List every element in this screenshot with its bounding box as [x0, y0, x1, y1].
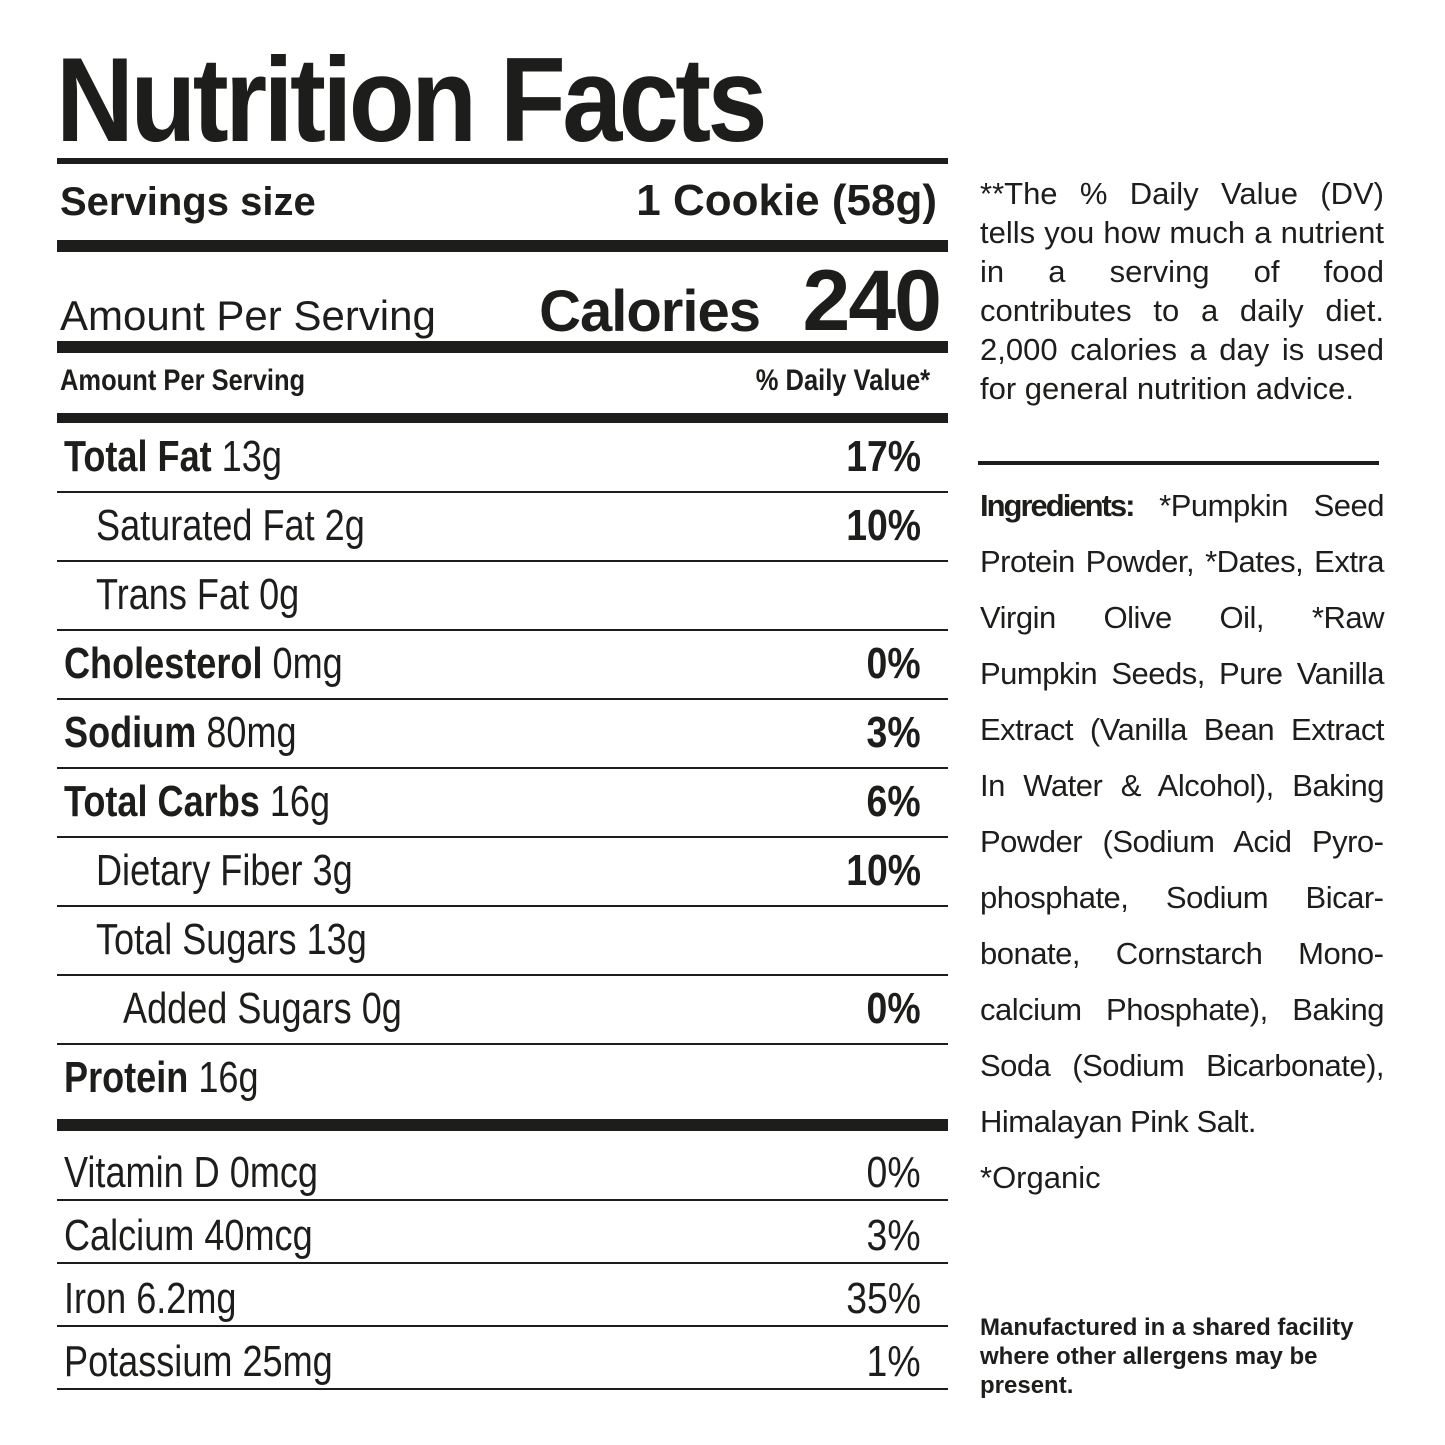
nutrient-row-total-fat: Total Fat 13g 17% — [57, 424, 948, 493]
row-divider — [57, 1043, 948, 1045]
vitamin-percent: 1% — [866, 1337, 921, 1386]
nutrient-percent: 0% — [866, 984, 921, 1033]
nutrient-percent: 6% — [866, 777, 921, 826]
nutrient-percent: 17% — [846, 432, 921, 481]
nutrient-row-dietary-fiber: Dietary Fiber 3g 10% — [57, 838, 948, 907]
column-header-amount: Amount Per Serving — [60, 364, 306, 397]
row-divider — [57, 767, 948, 769]
nutrient-row-total-carbs: Total Carbs 16g 6% — [57, 769, 948, 838]
vitamin-row-potassium: Potassium 25mg 1% — [57, 1327, 948, 1390]
vitamin-label: Calcium 40mcg — [64, 1211, 313, 1260]
organic-note: *Organic — [980, 1160, 1101, 1195]
ingredients-list: Ingredients: *Pumpkin Seed Protein Powde… — [980, 478, 1385, 1150]
allergen-facility-note: Manufactured in a shared facility where … — [980, 1314, 1354, 1399]
row-divider — [57, 974, 948, 976]
nutrient-row-cholesterol: Cholesterol 0mg 0% — [57, 631, 948, 700]
vitamin-label: Vitamin D 0mcg — [64, 1148, 318, 1197]
vitamin-percent: 0% — [866, 1148, 921, 1197]
daily-value-note: **The % Daily Value (DV) tells you how m… — [980, 176, 1384, 406]
top-rule — [57, 158, 948, 164]
calories-value: 240 — [802, 253, 942, 349]
vitamin-percent: 35% — [846, 1274, 921, 1323]
nutrient-label: Cholesterol 0mg — [64, 639, 343, 688]
vitamin-row-vitamin-d: Vitamin D 0mcg 0% — [57, 1138, 948, 1201]
nutrient-row-saturated-fat: Saturated Fat 2g 10% — [57, 493, 948, 562]
header-rule — [57, 413, 948, 423]
nutrient-percent: 10% — [846, 846, 921, 895]
nutrient-label: Total Fat 13g — [64, 432, 282, 481]
nutrient-label: Saturated Fat 2g — [96, 501, 365, 550]
nutrient-row-trans-fat: Trans Fat 0g — [57, 562, 948, 631]
ingredients-label: Ingredients: — [980, 488, 1135, 523]
serving-size-label: Servings size — [60, 180, 316, 224]
nutrient-label: Total Sugars 13g — [96, 915, 367, 964]
row-divider — [57, 1388, 948, 1390]
nutrient-row-total-sugars: Total Sugars 13g — [57, 907, 948, 976]
amount-per-serving-label: Amount Per Serving — [60, 292, 436, 339]
row-divider — [57, 836, 948, 838]
calories-label: Calories — [539, 279, 761, 344]
nutrient-row-added-sugars: Added Sugars 0g 0% — [57, 976, 948, 1045]
ingredients-text: *Pumpkin Seed Protein Powder, *Dates, Ex… — [980, 488, 1385, 1139]
label-title: Nutrition Facts — [56, 33, 768, 167]
row-divider — [57, 1262, 948, 1264]
nutrient-percent: 3% — [866, 708, 921, 757]
serving-size-value: 1 Cookie (58g) — [636, 176, 937, 225]
calories-rule — [57, 341, 948, 353]
vitamin-row-calcium: Calcium 40mcg 3% — [57, 1201, 948, 1264]
vitamin-percent: 3% — [866, 1211, 921, 1260]
nutrient-row-protein: Protein 16g — [57, 1045, 948, 1114]
column-header-daily-value: % Daily Value* — [755, 364, 930, 397]
vitamin-label: Iron 6.2mg — [64, 1274, 237, 1323]
nutrient-percent: 0% — [866, 639, 921, 688]
row-divider — [57, 1199, 948, 1201]
serving-rule — [57, 240, 948, 252]
row-divider — [57, 491, 948, 493]
vitamins-rule — [57, 1119, 948, 1131]
nutrient-percent: 10% — [846, 501, 921, 550]
nutrient-label: Protein 16g — [64, 1053, 259, 1102]
vitamin-label: Potassium 25mg — [64, 1337, 333, 1386]
row-divider — [57, 1325, 948, 1327]
nutrient-label: Trans Fat 0g — [96, 570, 300, 619]
row-divider — [57, 629, 948, 631]
nutrient-row-sodium: Sodium 80mg 3% — [57, 700, 948, 769]
nutrient-label: Total Carbs 16g — [64, 777, 331, 826]
row-divider — [57, 905, 948, 907]
nutrient-label: Added Sugars 0g — [123, 984, 402, 1033]
vitamin-row-iron: Iron 6.2mg 35% — [57, 1264, 948, 1327]
side-rule — [978, 461, 1379, 465]
row-divider — [57, 698, 948, 700]
nutrient-label: Sodium 80mg — [64, 708, 297, 757]
nutrient-label: Dietary Fiber 3g — [96, 846, 353, 895]
row-divider — [57, 560, 948, 562]
